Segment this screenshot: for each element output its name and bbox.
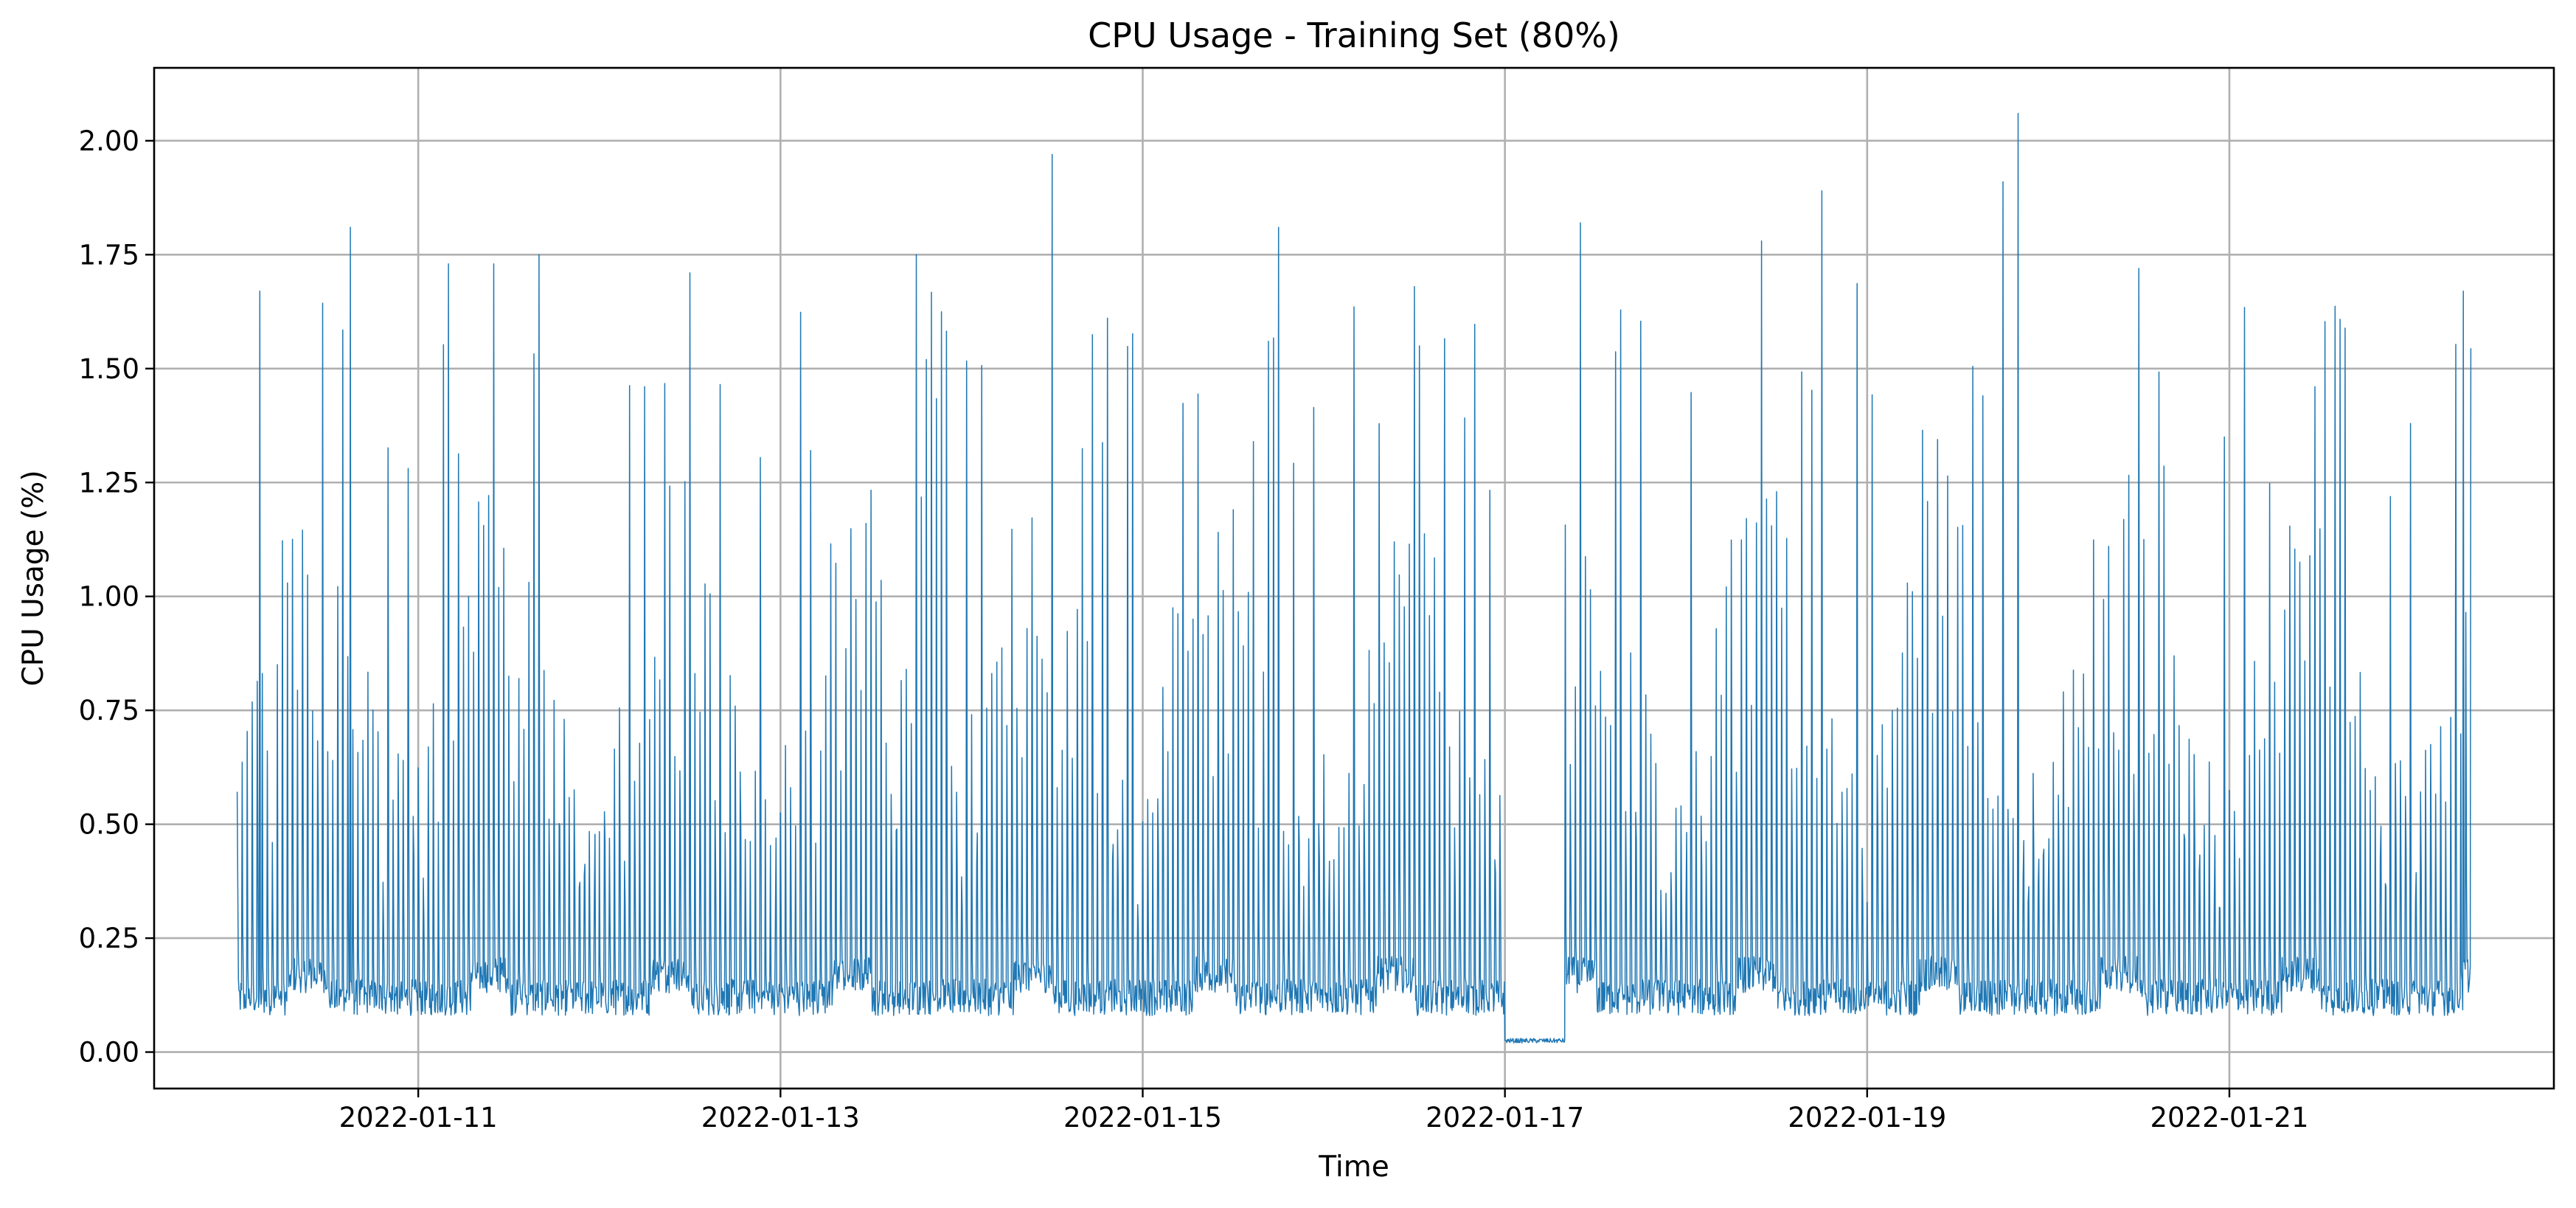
y-axis-label: CPU Usage (%): [17, 470, 50, 686]
x-tick-label: 2022-01-19: [1788, 1102, 1946, 1134]
x-axis-label: Time: [1318, 1150, 1389, 1184]
y-tick-label: 0.00: [79, 1037, 139, 1069]
y-tick-label: 1.25: [79, 467, 139, 499]
ticks-layer: 0.00 0.25 0.50 0.75 1.00 1.25 1.50 1.75 2.00 2022…: [79, 125, 2309, 1134]
series-layer: [236, 113, 2472, 1044]
y-tick-label: 0.25: [79, 923, 139, 954]
y-tick-label: 0.75: [79, 695, 139, 726]
y-tick-label: 1.00: [79, 581, 139, 613]
y-tick-label: 1.75: [79, 239, 139, 271]
chart-title: CPU Usage - Training Set (80%): [1088, 15, 1620, 55]
y-tick-label: 1.50: [79, 353, 139, 385]
x-tick-label: 2022-01-21: [2150, 1102, 2308, 1134]
x-tick-label: 2022-01-15: [1063, 1102, 1222, 1134]
y-tick-label: 2.00: [79, 125, 139, 157]
cpu-usage-series-line: [236, 113, 2472, 1044]
x-tick-label: 2022-01-17: [1426, 1102, 1584, 1134]
x-tick-label: 2022-01-11: [339, 1102, 498, 1134]
x-tick-label: 2022-01-13: [701, 1102, 860, 1134]
plot-frame: [153, 66, 2555, 1090]
y-tick-label: 0.50: [79, 809, 139, 841]
